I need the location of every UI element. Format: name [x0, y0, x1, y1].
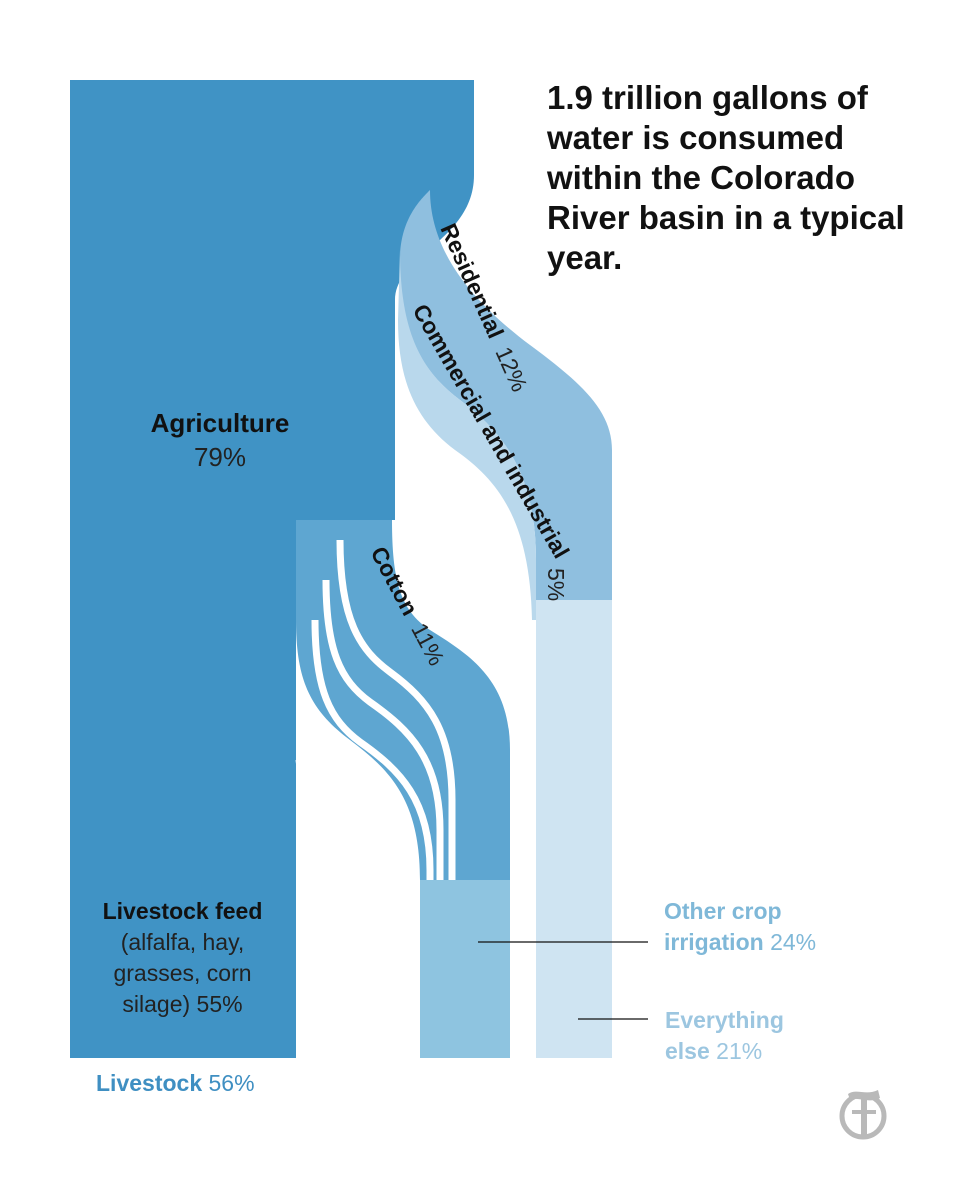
everything-else-name-1: Everything [665, 1007, 784, 1033]
chart-title: 1.9 trillion gallons of water is consume… [547, 79, 905, 276]
other-crop-streak-3 [311, 619, 434, 1020]
livestock-feed-detail-3: silage) 55% [122, 991, 243, 1017]
other-crop-name-1: Other crop [664, 898, 782, 924]
agriculture-node [70, 80, 474, 1058]
agriculture-pct: 79% [193, 442, 247, 472]
livestock-feed-label: Livestock feed (alfalfa, hay, grasses, c… [80, 896, 285, 1020]
agriculture-label: Agriculture 79% [110, 406, 330, 474]
other-crop-streak-2 [322, 579, 444, 1010]
livestock-feed-name: Livestock feed [102, 898, 263, 924]
agriculture-name: Agriculture [150, 408, 290, 438]
livestock-name: Livestock [96, 1070, 203, 1096]
nyt-logo-icon [839, 1090, 887, 1140]
everything-else-name-2: else [665, 1038, 710, 1064]
livestock-divider [295, 759, 307, 1059]
everything-else-bar [536, 600, 612, 1058]
livestock-feed-detail-1: (alfalfa, hay, [120, 929, 245, 955]
commercial-flow [398, 250, 536, 620]
other-crop-pct: 24% [770, 929, 817, 955]
everything-else-pct: 21% [716, 1038, 763, 1064]
livestock-label: Livestock 56% [96, 1068, 255, 1099]
other-crop-label: Other crop irrigation 24% [664, 896, 816, 958]
commercial-pct-label: 5% [543, 568, 569, 601]
everything-else-label: Everything else 21% [665, 1005, 784, 1067]
other-crop-name-2: irrigation [664, 929, 764, 955]
other-crop-bar [420, 880, 510, 1058]
livestock-feed-detail-2: grasses, corn [113, 960, 252, 986]
other-crop-streak-1 [336, 539, 456, 1000]
livestock-pct: 56% [208, 1070, 255, 1096]
